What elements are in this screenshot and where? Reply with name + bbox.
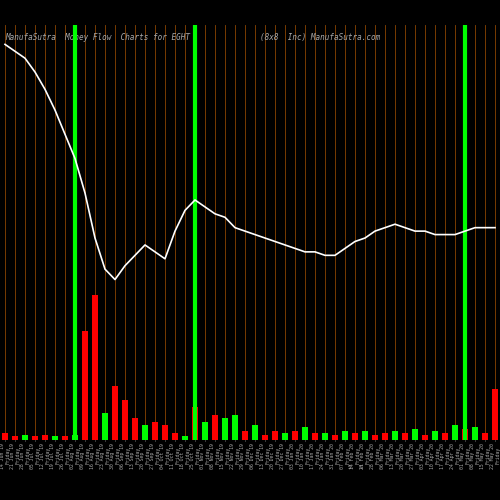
Bar bbox=[122, 400, 128, 440]
Bar bbox=[402, 432, 408, 440]
Bar bbox=[2, 432, 8, 440]
Bar bbox=[152, 422, 158, 440]
Bar bbox=[102, 413, 108, 440]
Text: (8x8  Inc) ManufaSutra.com: (8x8 Inc) ManufaSutra.com bbox=[260, 34, 380, 42]
Bar bbox=[132, 418, 138, 440]
Bar bbox=[272, 431, 278, 440]
Bar bbox=[162, 426, 168, 440]
Bar bbox=[52, 436, 58, 440]
Bar bbox=[442, 432, 448, 440]
Bar bbox=[472, 428, 478, 440]
Bar bbox=[322, 432, 328, 440]
Bar bbox=[392, 431, 398, 440]
Bar bbox=[372, 434, 378, 440]
Bar bbox=[82, 331, 88, 440]
Bar bbox=[492, 389, 498, 440]
Bar bbox=[362, 431, 368, 440]
Bar bbox=[232, 414, 238, 440]
Text: S  S: S S bbox=[348, 465, 362, 470]
Bar bbox=[432, 431, 438, 440]
Bar bbox=[332, 434, 338, 440]
Bar bbox=[312, 432, 318, 440]
Bar bbox=[172, 432, 178, 440]
Bar bbox=[452, 426, 458, 440]
Bar bbox=[72, 434, 78, 440]
Bar bbox=[382, 432, 388, 440]
Bar bbox=[252, 426, 258, 440]
Bar bbox=[202, 422, 208, 440]
Bar bbox=[482, 432, 488, 440]
Bar bbox=[182, 436, 188, 440]
Bar bbox=[92, 294, 98, 440]
Text: ManufaSutra  Money Flow  Charts for EGHT: ManufaSutra Money Flow Charts for EGHT bbox=[5, 34, 190, 42]
Bar bbox=[462, 429, 468, 440]
Bar bbox=[242, 431, 248, 440]
Bar bbox=[422, 434, 428, 440]
Bar bbox=[222, 418, 228, 440]
Bar bbox=[12, 436, 18, 440]
Bar bbox=[302, 428, 308, 440]
Bar bbox=[22, 434, 28, 440]
Bar bbox=[42, 434, 48, 440]
Bar bbox=[192, 408, 198, 440]
Bar bbox=[282, 432, 288, 440]
Bar bbox=[112, 386, 118, 440]
Bar bbox=[342, 431, 348, 440]
Bar bbox=[412, 429, 418, 440]
Bar bbox=[352, 432, 358, 440]
Bar bbox=[292, 431, 298, 440]
Bar bbox=[142, 426, 148, 440]
Bar bbox=[212, 414, 218, 440]
Bar bbox=[32, 436, 38, 440]
Bar bbox=[262, 434, 268, 440]
Bar bbox=[62, 436, 68, 440]
